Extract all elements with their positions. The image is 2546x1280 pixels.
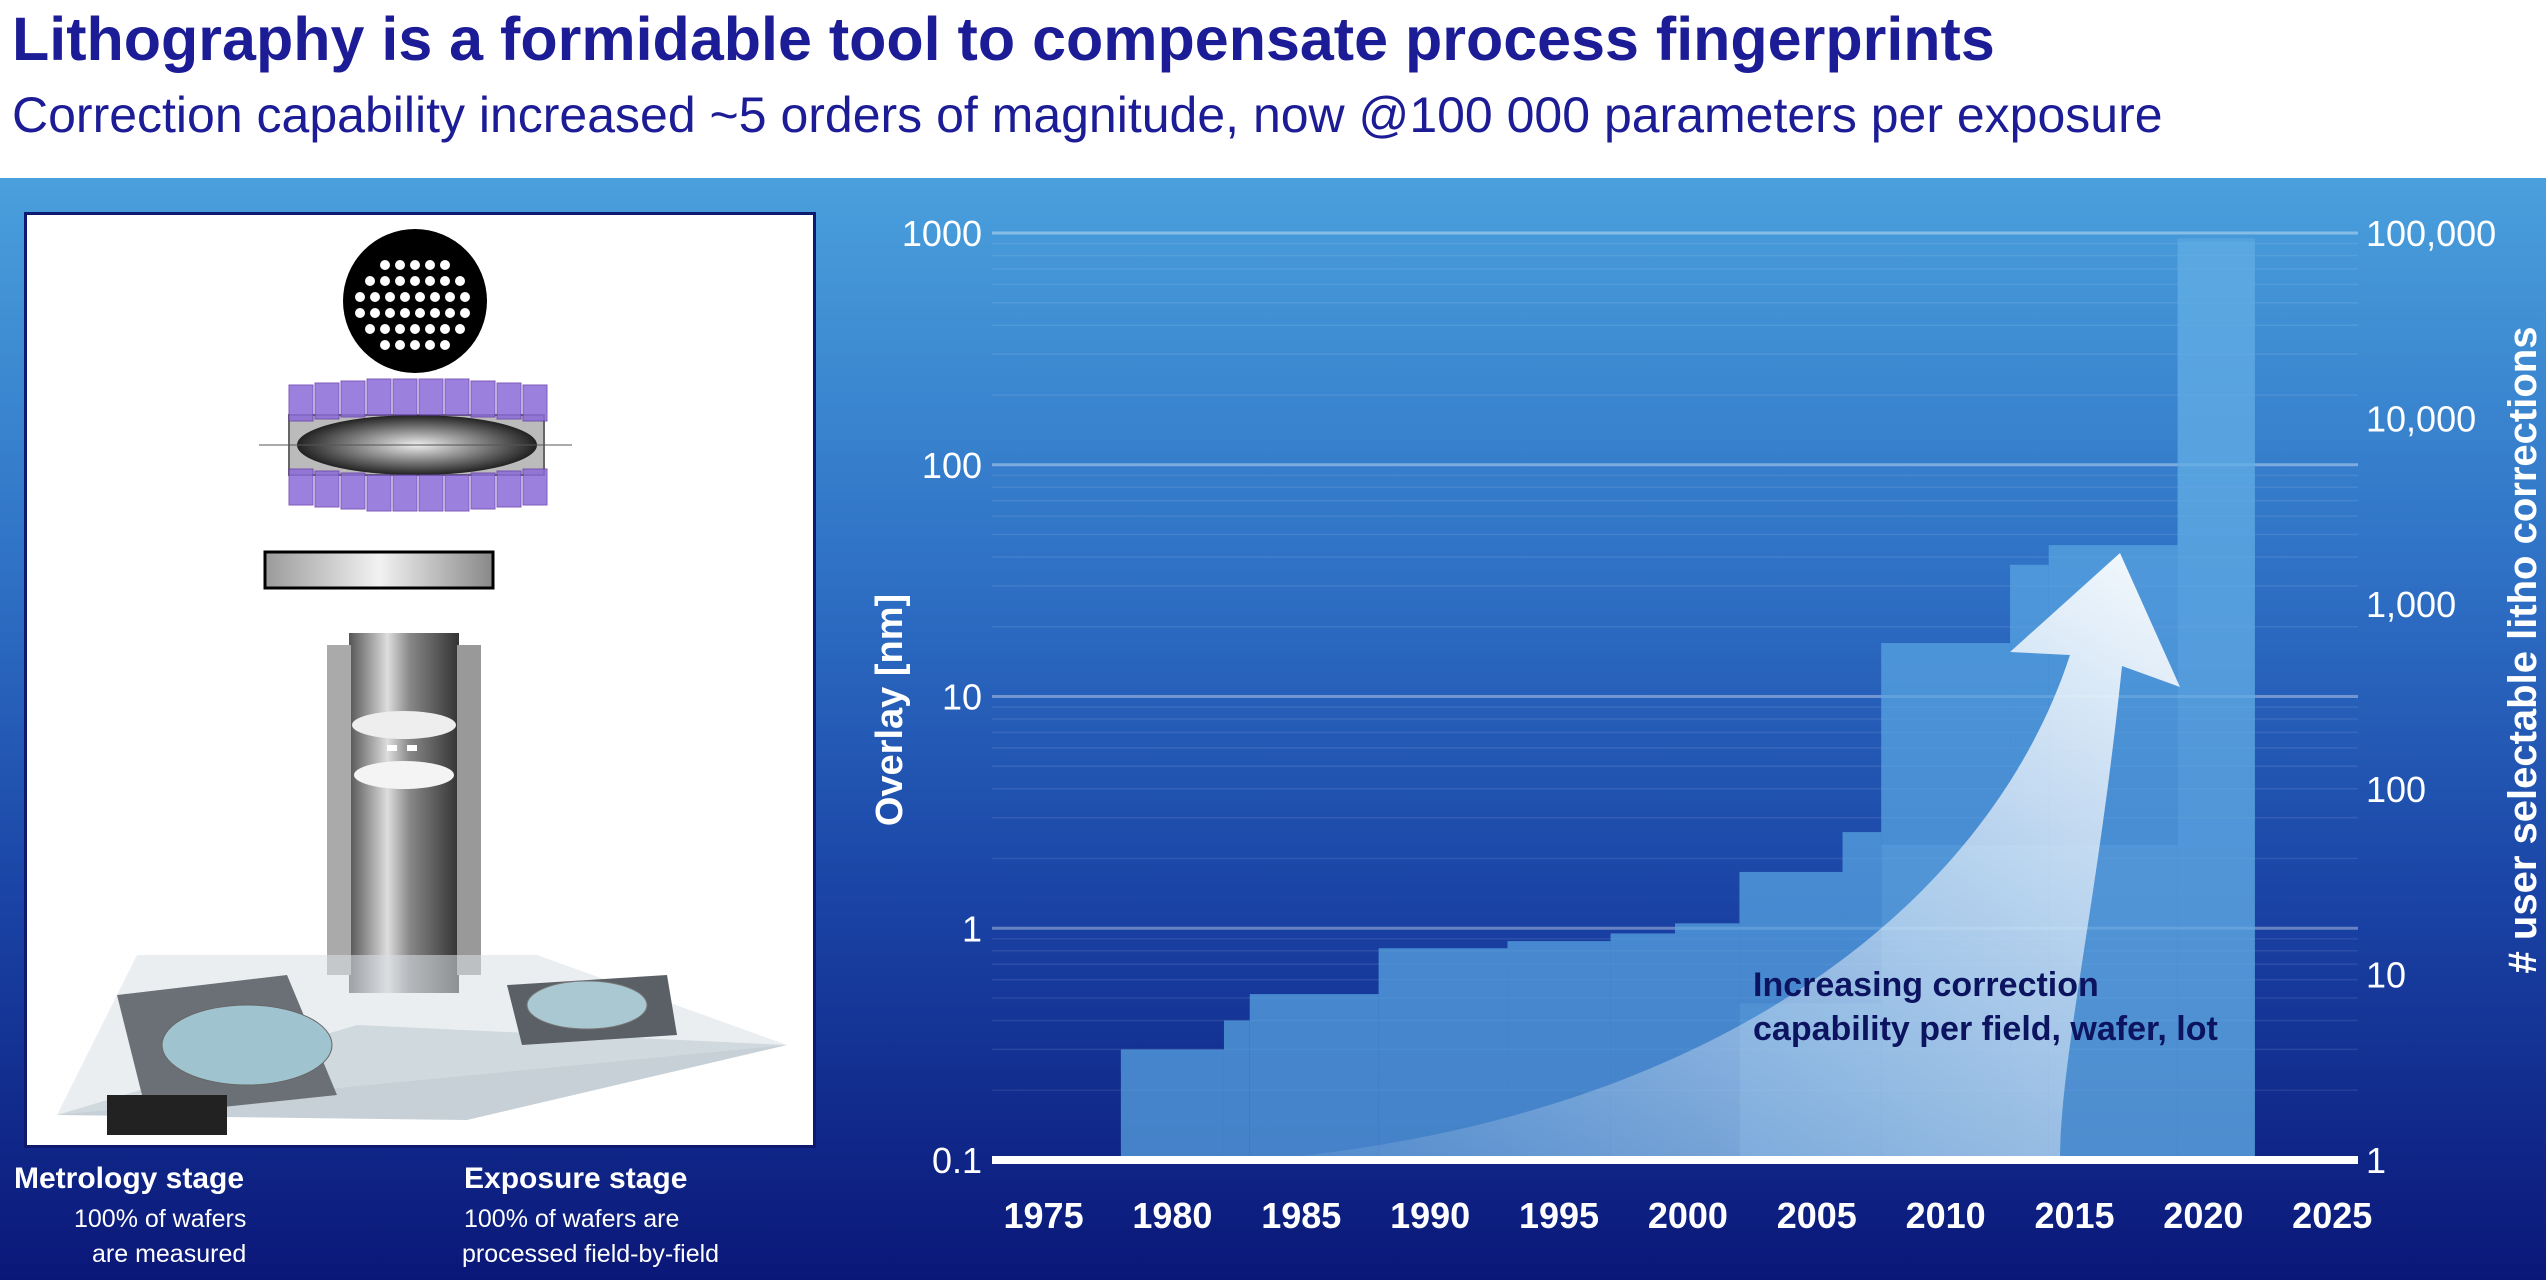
wafer-stage-table-icon [57,955,787,1135]
y2-axis-label: # user selectable litho corrections [2501,327,2545,974]
y2-tick-100: 100 [2366,769,2426,810]
x-tick-2010: 2010 [1906,1195,1986,1236]
growth-arrow-icon [1260,553,2180,1160]
reticle-icon [343,229,487,373]
y-tick-0.1: 0.1 [932,1140,982,1181]
y-tick-1: 1 [962,908,982,949]
page-title: Lithography is a formidable tool to comp… [12,5,1995,73]
x-tick-1975: 1975 [1004,1195,1084,1236]
annotation-line1: Increasing correction [1753,966,2099,1004]
y-tick-100: 100 [922,445,982,486]
exposure-stage-title: Exposure stage [464,1162,688,1195]
x-tick-1980: 1980 [1132,1195,1212,1236]
lens-actuator-icon [259,378,572,512]
metrology-stage-title: Metrology stage [14,1162,245,1195]
x-tick-2000: 2000 [1648,1195,1728,1236]
y2-tick-100000: 100,000 [2366,213,2496,254]
overlay-step-12 [2177,238,2255,1161]
x-tick-2005: 2005 [1777,1195,1857,1236]
metrology-stage-line1: 100% of wafers [74,1205,247,1233]
x-tick-1995: 1995 [1519,1195,1599,1236]
y-axis-label: Overlay [nm] [869,594,911,826]
projection-lens-icon [327,633,481,993]
x-tick-1985: 1985 [1261,1195,1341,1236]
y2-tick-labels: 1 10 100 1,000 10,000 100,000 [2366,213,2496,1181]
y-tick-1000: 1000 [902,213,982,254]
metrology-stage-line2: are measured [92,1240,247,1268]
x-tick-1990: 1990 [1390,1195,1470,1236]
y2-tick-10: 10 [2366,955,2406,996]
header: Lithography is a formidable tool to comp… [0,0,2546,178]
exposure-stage-line2: processed field-by-field [462,1240,720,1268]
y-tick-labels: 0.1 1 10 100 1000 [902,213,982,1181]
overlay-step-1 [1223,1020,1250,1160]
y2-tick-1: 1 [2366,1140,2386,1181]
x-tick-labels: 1975 1980 1985 1990 1995 2000 2005 2010 2015 2020… [1004,1195,2373,1236]
page-subtitle: Correction capability increased ~5 order… [12,87,2163,143]
exposure-stage-line1: 100% of wafers are [464,1205,680,1233]
x-tick-2020: 2020 [2163,1195,2243,1236]
annotation-line2: capability per field, wafer, lot [1753,1010,2218,1048]
y2-tick-1000: 1,000 [2366,584,2456,625]
y-tick-10: 10 [942,677,982,718]
slit-bar-icon [263,550,495,590]
scanner-drawing [57,229,787,1135]
x-tick-2015: 2015 [2034,1195,2114,1236]
lithography-tool-illustration [24,212,816,1148]
overlay-step-0 [1120,1049,1224,1160]
correction-step-3 [2177,241,2255,1160]
y2-tick-10000: 10,000 [2366,398,2476,439]
x-tick-2025: 2025 [2292,1195,2372,1236]
overlay-step-2 [1249,994,1379,1160]
